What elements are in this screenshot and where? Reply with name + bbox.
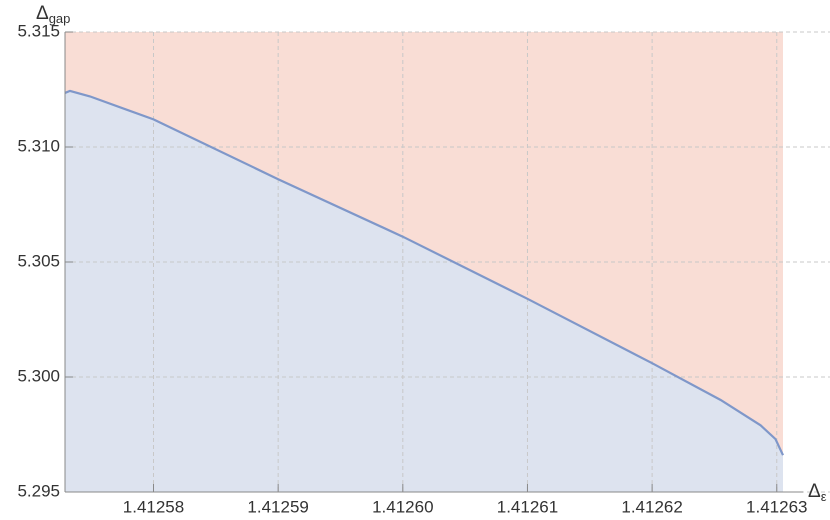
- x-tick-label: 1.41259: [247, 497, 308, 516]
- x-tick-label: 1.41262: [621, 497, 682, 516]
- boundary-line: [64, 89, 784, 456]
- x-tick-label: 1.41263: [746, 497, 807, 516]
- x-label-sub: ε: [821, 489, 827, 504]
- y-tick-label: 5.315: [17, 21, 60, 40]
- x-tick-label: 1.41258: [123, 497, 184, 516]
- below-region: [65, 90, 783, 492]
- y-tick-label: 5.310: [17, 136, 60, 155]
- foreground: 5.295 5.300 5.305 5.310 5.315 1.41258 1.41259 1…: [17, 21, 807, 516]
- x-tick-label: 1.41261: [497, 497, 558, 516]
- x-label-main: Δ: [808, 481, 821, 502]
- y-tick-label: 5.305: [17, 251, 60, 270]
- y-tick-label: 5.295: [17, 481, 60, 500]
- x-label: Δε: [808, 481, 827, 504]
- y-label: Δgap: [36, 3, 70, 26]
- y-label-main: Δ: [36, 3, 49, 24]
- y-label-sub: gap: [49, 11, 71, 26]
- x-tick-label: 1.41260: [372, 497, 433, 516]
- y-tick-label: 5.300: [17, 366, 60, 385]
- above-region: [65, 32, 783, 456]
- regions: [65, 32, 783, 492]
